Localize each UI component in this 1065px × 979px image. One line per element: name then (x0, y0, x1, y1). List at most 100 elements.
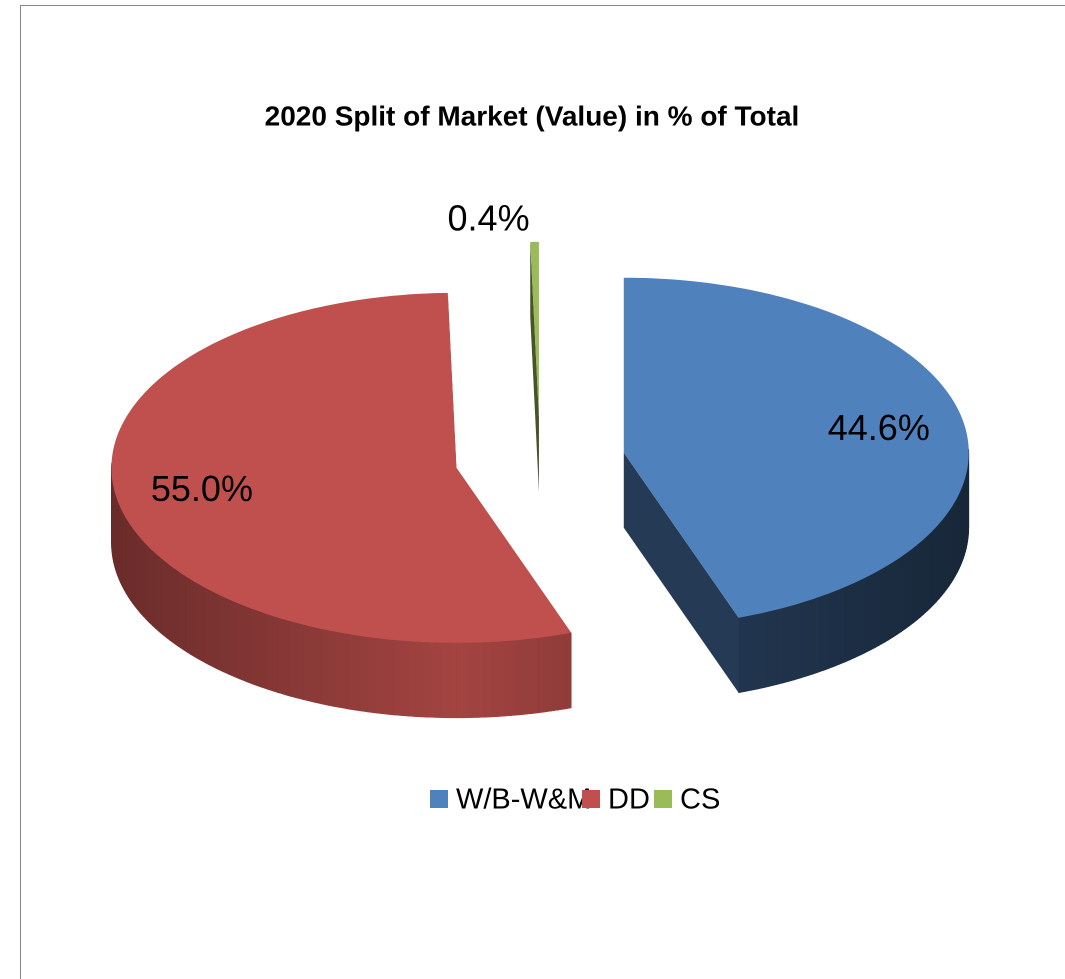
slice-rim (757, 612, 765, 690)
slice-rim (938, 519, 943, 600)
slice-rim (744, 614, 752, 692)
slice-rim (165, 561, 171, 642)
slice-rim (177, 570, 183, 650)
slice-rim (328, 629, 336, 707)
slice-rim (145, 543, 150, 624)
slice-rim (879, 566, 885, 646)
slice-side (623, 452, 739, 693)
slice-rim (155, 552, 160, 633)
slice-rim (129, 523, 133, 605)
slice-rim (125, 517, 129, 598)
slice-rim (850, 581, 856, 661)
slice-rim (194, 581, 200, 661)
slice-rim (127, 520, 131, 601)
slice-top (530, 241, 539, 417)
slice-rim (442, 642, 450, 719)
slice-rim (173, 567, 179, 647)
pie-slice (623, 277, 970, 694)
slice-rim (901, 553, 906, 633)
slice-rim (394, 639, 402, 716)
legend-label: DD (608, 784, 650, 816)
slice-rim (321, 628, 329, 706)
chart-title: 2020 Split of Market (Value) in % of Tot… (265, 100, 800, 131)
slice-rim (920, 538, 925, 618)
slice-rim (255, 609, 263, 688)
slice-rim (278, 617, 286, 696)
pie-slice (111, 292, 572, 719)
slice-rim (476, 641, 485, 718)
slice-rim (517, 639, 526, 716)
slice-rim (414, 641, 423, 718)
slice-rim (456, 642, 464, 719)
slice-rim (564, 632, 572, 710)
slice-rim (360, 635, 369, 713)
slice-rim (162, 558, 167, 639)
slice-rim (923, 535, 928, 615)
slice-rim (469, 642, 478, 718)
slice-rim (537, 636, 546, 714)
slice-rim (916, 541, 921, 621)
slice-rim (341, 632, 349, 710)
slice-rim (524, 638, 532, 715)
slice-rim (936, 522, 940, 603)
slice-rim (407, 640, 416, 717)
slice-rim (334, 631, 342, 709)
slice-rim (483, 641, 492, 718)
slice-rim (462, 642, 471, 719)
legend-label: W/B-W&M (456, 784, 591, 816)
slice-rim (139, 537, 144, 617)
slice-rim (800, 600, 807, 679)
slice-rim (860, 577, 866, 656)
slice-rim (933, 525, 937, 606)
slice-rim (828, 590, 835, 669)
slice-rim (296, 622, 304, 701)
slice-rim (380, 638, 389, 715)
slice-side (530, 241, 539, 492)
legend-label: CS (680, 784, 720, 816)
slice-rim (788, 604, 795, 682)
slice-rim (421, 641, 430, 718)
slice-rim (823, 592, 830, 671)
slice-rim (926, 532, 931, 612)
slice-rim (374, 637, 382, 714)
slice-rim (347, 633, 355, 711)
slice-rim (401, 640, 409, 717)
slice-rim (905, 550, 910, 630)
slice-rim (234, 601, 240, 680)
slice-rim (806, 598, 813, 677)
legend-swatch (582, 790, 600, 808)
slice-rim (449, 642, 457, 719)
slice-rim (912, 544, 918, 624)
slice-rim (544, 635, 552, 713)
slice-rim (892, 558, 898, 638)
slice-rim (870, 572, 876, 651)
slice-rim (834, 588, 841, 667)
slice-top (111, 292, 572, 643)
slice-rim (158, 555, 163, 636)
slice-rim (208, 589, 215, 668)
slice-rim (435, 642, 443, 718)
legend-swatch (430, 790, 448, 808)
slice-rim (228, 598, 235, 678)
slice-rim (199, 584, 205, 663)
slice-rim (134, 530, 138, 611)
slice-rim (303, 624, 310, 702)
slice-rim (261, 611, 268, 690)
slice-rim (218, 594, 225, 673)
slice-rim (944, 512, 948, 594)
slice-rim (272, 615, 280, 694)
data-label: 44.6% (828, 407, 930, 448)
slice-rim (557, 633, 566, 711)
slice-rim (874, 569, 881, 649)
slice-rim (930, 529, 934, 609)
slice-rim (738, 616, 746, 694)
slice-rim (884, 564, 890, 643)
data-label: 0.4% (448, 197, 530, 238)
slice-rim (510, 639, 519, 716)
slice-rim (137, 533, 141, 614)
slice-rim (290, 621, 298, 699)
slice-rim (865, 574, 871, 654)
slice-rim (132, 527, 136, 608)
slice-rim (169, 564, 175, 644)
slice-rim (244, 605, 251, 684)
